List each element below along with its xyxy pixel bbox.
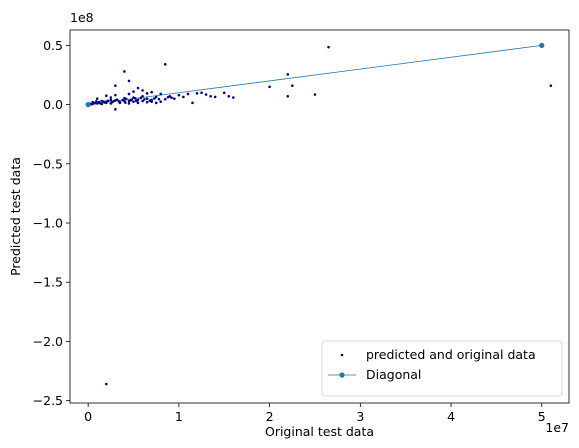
scatter-point [125, 98, 128, 101]
scatter-point [128, 93, 131, 96]
scatter-point [159, 93, 162, 96]
scatter-point [105, 94, 108, 97]
scatter-point [223, 91, 226, 94]
scatter-point [121, 99, 124, 102]
scatter-point [129, 99, 132, 102]
scatter-point [314, 93, 317, 96]
scatter-point [268, 86, 271, 89]
scatter-point [146, 101, 149, 104]
scatter-point [137, 87, 140, 90]
y-tick-label: −0.5 [33, 156, 63, 171]
y-tick-label: −1.5 [33, 275, 63, 290]
scatter-point [128, 102, 131, 105]
x-tick-label: 1 [175, 409, 183, 424]
scatter-point [118, 100, 121, 103]
scatter-point [155, 102, 158, 105]
scatter-point [173, 97, 176, 100]
x-axis-offset-label: 1e7 [545, 420, 569, 435]
legend-marker-diagonal-point [339, 372, 344, 377]
x-tick-label: 4 [447, 409, 455, 424]
scatter-point [116, 98, 119, 101]
legend-label-scatter: predicted and original data [366, 347, 536, 362]
scatter-point [153, 97, 156, 100]
scatter-point [327, 46, 330, 49]
scatter-point [107, 100, 110, 103]
scatter-point [134, 97, 137, 100]
y-tick-label: −2.0 [33, 334, 63, 349]
scatter-point [102, 100, 105, 103]
scatter-point [132, 100, 135, 103]
scatter-point [114, 84, 117, 87]
x-tick-label: 0 [84, 409, 92, 424]
scatter-point [214, 96, 217, 99]
scatter-point [164, 63, 167, 66]
scatter-point [291, 84, 294, 87]
scatter-point [149, 99, 152, 102]
scatter-point [167, 96, 170, 99]
scatter-point [110, 99, 113, 102]
x-axis: 0 1 2 3 4 5 [84, 403, 546, 424]
y-axis: 0.5 0.0 −0.5 −1.0 −1.5 −2.0 −2.5 [33, 38, 70, 408]
scatter-point [286, 95, 289, 98]
x-axis-label: Original test data [265, 424, 374, 439]
scatter-point [123, 70, 126, 73]
scatter-point [146, 97, 149, 100]
diagonal-point [539, 43, 544, 48]
scatter-point [139, 97, 142, 100]
legend: predicted and original data Diagonal [322, 341, 562, 396]
scatter-point [178, 94, 181, 97]
scatter-point [550, 84, 553, 87]
scatter-point [232, 96, 235, 99]
scatter-point [196, 92, 199, 95]
scatter-point [209, 95, 212, 98]
scatter-point [110, 101, 113, 104]
scatter-point [128, 80, 131, 83]
scatter-point [99, 102, 102, 105]
legend-marker-scatter [341, 354, 344, 357]
scatter-point [95, 100, 98, 103]
y-tick-label: −2.5 [33, 393, 63, 408]
y-axis-label: Predicted test data [8, 157, 23, 276]
x-tick-label: 3 [356, 409, 364, 424]
y-tick-label: 0.5 [43, 38, 63, 53]
scatter-point [137, 102, 140, 105]
scatter-point [191, 102, 194, 105]
scatter-point [286, 73, 289, 76]
scatter-point [96, 97, 99, 100]
scatter-point [143, 98, 146, 101]
scatter-point [227, 95, 230, 98]
scatter-point [114, 94, 117, 97]
scatter-point [187, 93, 190, 96]
scatter-point [200, 91, 203, 94]
scatter-point [158, 98, 161, 101]
scatter-point [159, 100, 162, 103]
scatter-point [114, 108, 117, 111]
scatter-point [132, 90, 135, 93]
scatter-point [146, 92, 149, 95]
scatter-point [141, 89, 144, 92]
scatter-point [182, 96, 185, 99]
scatter-point [170, 96, 173, 99]
y-tick-label: −1.0 [33, 216, 63, 231]
scatter-point [105, 383, 108, 386]
scatter-point [110, 96, 113, 99]
legend-label-diagonal: Diagonal [366, 367, 421, 382]
y-axis-offset-label: 1e8 [70, 10, 94, 25]
scatter-point [164, 98, 167, 101]
scatter-point [150, 91, 153, 94]
plot-layer [86, 43, 553, 386]
scatter-point [92, 102, 95, 105]
x-tick-label: 2 [266, 409, 274, 424]
scatter-point [124, 101, 127, 104]
y-tick-label: 0.0 [43, 97, 63, 112]
scatter-point [135, 100, 138, 103]
scatter-point [205, 93, 208, 96]
diagonal-point [86, 102, 91, 107]
